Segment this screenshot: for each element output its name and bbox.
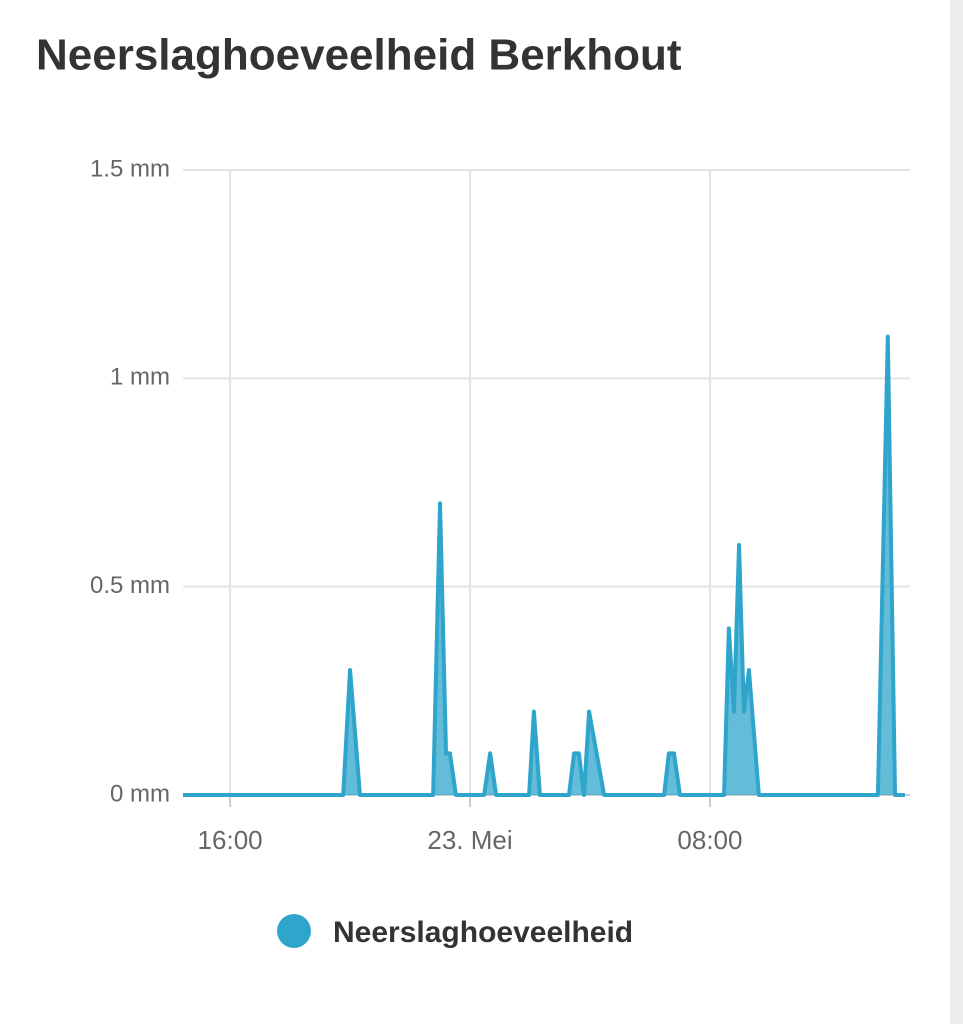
legend-label: Neerslaghoeveelheid	[333, 916, 633, 949]
x-tick-label: 16:00	[198, 825, 263, 855]
y-tick-label: 0.5 mm	[90, 572, 170, 599]
chart-title: Neerslaghoeveelheid Berkhout	[36, 31, 682, 80]
legend-marker	[277, 914, 311, 948]
x-tick-label: 23. Mei	[427, 825, 512, 855]
line	[183, 334, 905, 797]
x-tick-label: 08:00	[677, 825, 742, 855]
scrollbar-edge	[950, 0, 963, 1024]
y-tick-label: 0 mm	[110, 780, 170, 807]
area	[183, 336, 905, 795]
y-tick-label: 1.5 mm	[90, 155, 170, 182]
y-tick-label: 1 mm	[110, 364, 170, 391]
